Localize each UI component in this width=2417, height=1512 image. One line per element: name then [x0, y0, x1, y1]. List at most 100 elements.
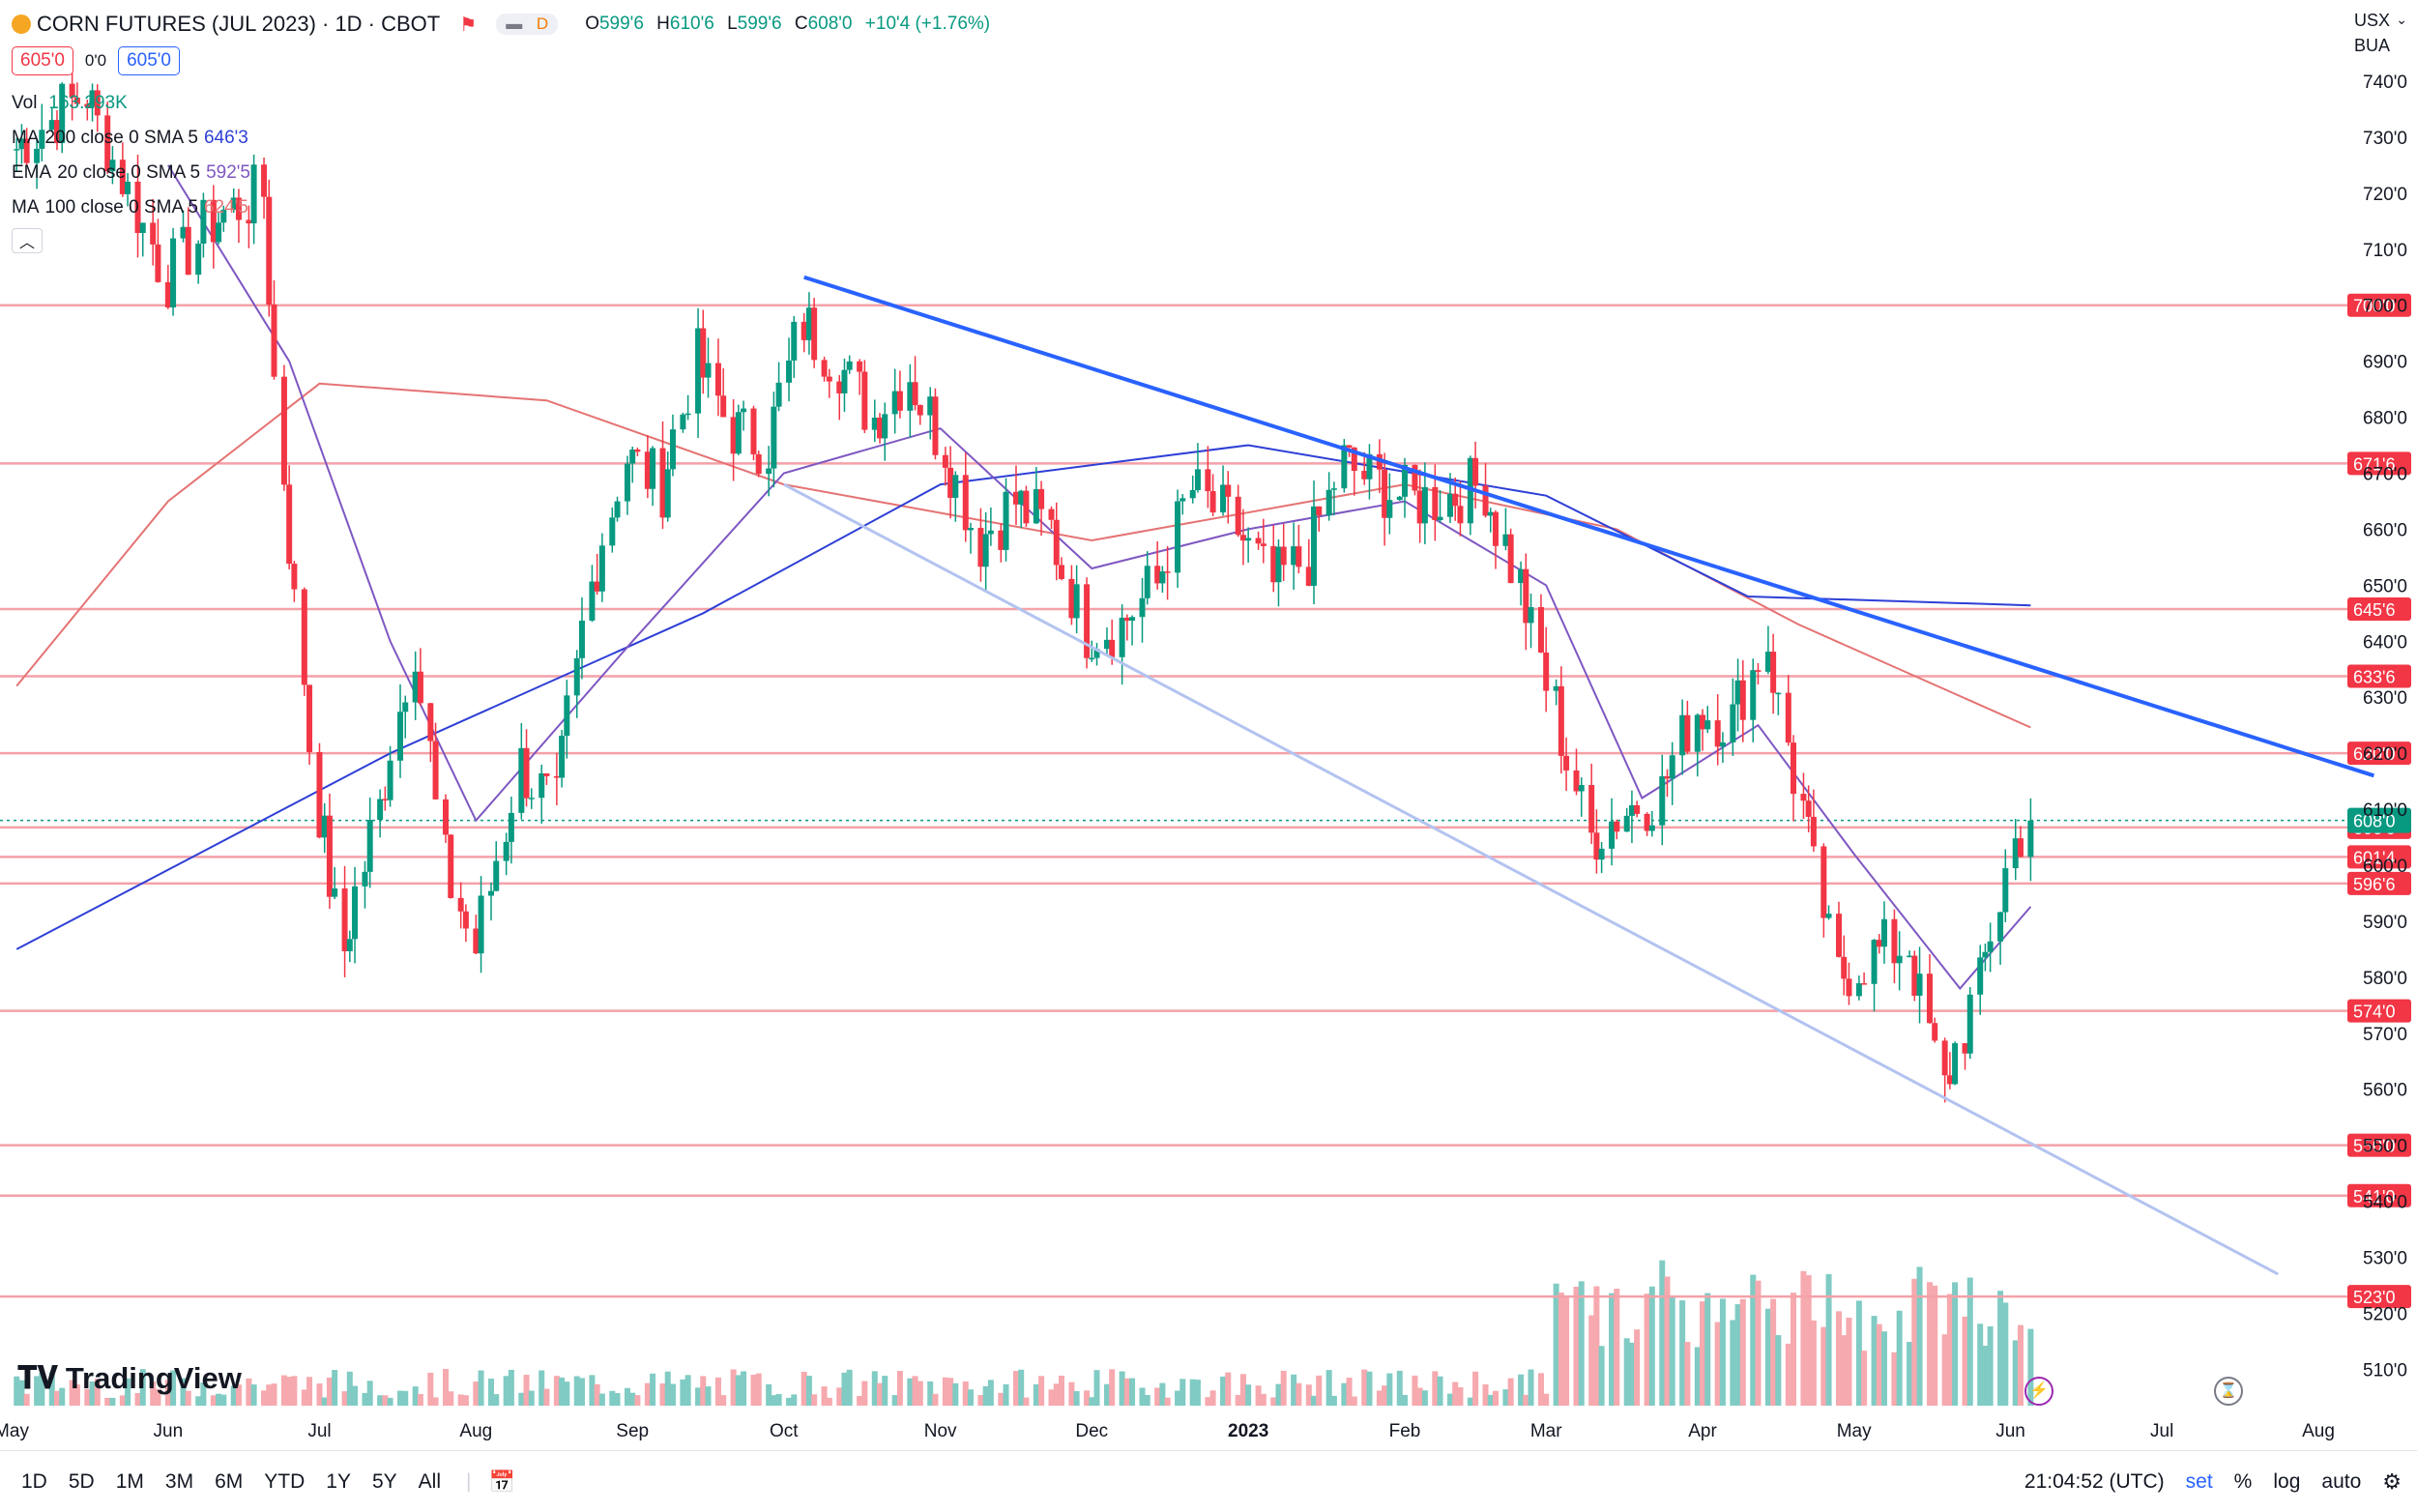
candle-body: [1791, 742, 1797, 795]
hourglass-icon[interactable]: ⌛: [2214, 1377, 2243, 1406]
candle-body: [589, 581, 596, 621]
timeframe-3m[interactable]: 3M: [164, 1469, 194, 1493]
clock[interactable]: 21:04:52 (UTC): [2024, 1469, 2165, 1493]
status-badge[interactable]: ▬ D: [496, 14, 559, 35]
y-tick-label: 710'0: [2363, 241, 2407, 261]
volume-bar: [982, 1385, 989, 1406]
candle-body: [1341, 445, 1348, 489]
candle-body: [2017, 838, 2024, 858]
volume-bar: [1139, 1387, 1146, 1406]
percent-button[interactable]: %: [2233, 1469, 2253, 1493]
candle-body: [1891, 918, 1898, 964]
candle-body: [1880, 918, 1887, 947]
volume-bar: [306, 1377, 313, 1406]
y-tick-label: 520'0: [2363, 1304, 2407, 1324]
volume-bar: [1003, 1383, 1009, 1406]
volume-bar: [261, 1390, 268, 1406]
volume-bar: [1684, 1342, 1691, 1406]
indicator-row[interactable]: MA 200 close 0 SMA 5 646'3: [12, 128, 248, 149]
candle-body: [896, 391, 903, 411]
volume-bar: [1432, 1371, 1439, 1406]
volume-bar: [896, 1371, 903, 1406]
volume-bar: [1376, 1390, 1383, 1406]
volume-bar: [942, 1377, 948, 1406]
timeframe-1y[interactable]: 1Y: [326, 1469, 351, 1493]
y-tick-label: 740'0: [2363, 73, 2407, 93]
candle-body: [180, 226, 187, 239]
candle-body: [134, 181, 141, 234]
volume-bar: [1770, 1298, 1777, 1406]
timeframe-ytd[interactable]: YTD: [264, 1469, 306, 1493]
candle-body: [1291, 546, 1297, 566]
candle-body: [977, 528, 984, 567]
set-button[interactable]: set: [2185, 1469, 2213, 1493]
log-button[interactable]: log: [2273, 1469, 2301, 1493]
candle-body: [1609, 821, 1616, 849]
candle-body: [771, 406, 777, 469]
level-price-tag: [2347, 999, 2411, 1023]
candle-body: [750, 408, 757, 454]
candle-body: [1846, 978, 1852, 997]
timeframe-6m[interactable]: 6M: [215, 1469, 244, 1493]
volume-bar: [1084, 1390, 1091, 1406]
volume-bar: [397, 1390, 404, 1406]
volume-bar: [1325, 1370, 1332, 1406]
volume-bar: [352, 1385, 359, 1406]
level-price-label: 620'0: [2353, 744, 2395, 764]
candle-body: [2027, 820, 2034, 858]
lightning-icon[interactable]: ⚡: [2024, 1377, 2053, 1406]
volume-bar: [1305, 1384, 1312, 1406]
collapse-legend-button[interactable]: ︿: [12, 228, 44, 253]
volume-bar: [1982, 1346, 1989, 1406]
volume-bar: [1714, 1322, 1721, 1406]
timeframe-buttons: 1D 5D 1M 3M 6M YTD 1Y 5Y All: [0, 1470, 441, 1494]
candle-body: [397, 712, 404, 761]
flag-icon[interactable]: ⚑: [459, 14, 478, 36]
indicator-row[interactable]: MA 100 close 0 SMA 5 624'5: [12, 197, 248, 218]
last-price-label: 608'0: [2353, 812, 2395, 831]
candle-body: [705, 363, 712, 378]
chevron-down-icon[interactable]: ⌄: [2396, 12, 2407, 27]
buy-button[interactable]: 605'0: [118, 46, 180, 75]
indicator-row[interactable]: Vol 163.293K: [12, 93, 128, 114]
volume-bar: [1805, 1275, 1812, 1406]
sell-button[interactable]: 605'0: [12, 46, 73, 75]
x-month-label: May: [0, 1421, 29, 1441]
candle-body: [321, 815, 328, 838]
timeframe-5d[interactable]: 5D: [68, 1469, 95, 1493]
timeframe-1m[interactable]: 1M: [115, 1469, 144, 1493]
y-tick-label: 530'0: [2363, 1249, 2407, 1269]
volume-bar: [1891, 1352, 1898, 1406]
y-tick-label: 590'0: [2363, 913, 2407, 933]
price-chart[interactable]: 700'0671'6645'6633'6620'0606'6601'4596'6…: [0, 0, 2417, 1450]
trade-buttons: 605'0 0'0 605'0: [12, 46, 180, 75]
volume-bar: [366, 1381, 373, 1406]
candle-body: [871, 417, 878, 430]
volume-bar: [1614, 1289, 1620, 1406]
candle-body: [362, 871, 368, 887]
tradingview-logo[interactable]: 𝐓𝐕 TradingView: [17, 1360, 242, 1397]
volume-bar: [559, 1377, 566, 1406]
volume-bar: [1800, 1270, 1807, 1406]
candle-body: [1962, 1043, 1968, 1054]
y-tick-label: 570'0: [2363, 1025, 2407, 1045]
candle-body: [1841, 956, 1848, 979]
candle-body: [1997, 912, 2004, 942]
volume-bar: [669, 1383, 676, 1406]
currency-label[interactable]: USX BUA: [2354, 8, 2390, 58]
candle-body: [487, 890, 494, 896]
level-price-tag: [2347, 1133, 2411, 1157]
timeframe-all[interactable]: All: [418, 1469, 441, 1493]
volume-bar: [609, 1390, 616, 1406]
symbol-title[interactable]: CORN FUTURES (JUL 2023) · 1D · CBOT: [37, 12, 441, 36]
timeframe-1d[interactable]: 1D: [21, 1469, 47, 1493]
candle-body: [1734, 680, 1741, 705]
indicator-row[interactable]: EMA 20 close 0 SMA 5 592'5: [12, 162, 250, 184]
volume-bar: [291, 1376, 298, 1406]
volume-bar: [1330, 1395, 1337, 1406]
volume-bar: [598, 1393, 605, 1406]
auto-button[interactable]: auto: [2321, 1469, 2362, 1493]
gear-icon[interactable]: ⚙: [2382, 1468, 2402, 1494]
calendar-icon[interactable]: 📅: [488, 1468, 515, 1494]
timeframe-5y[interactable]: 5Y: [371, 1469, 397, 1493]
